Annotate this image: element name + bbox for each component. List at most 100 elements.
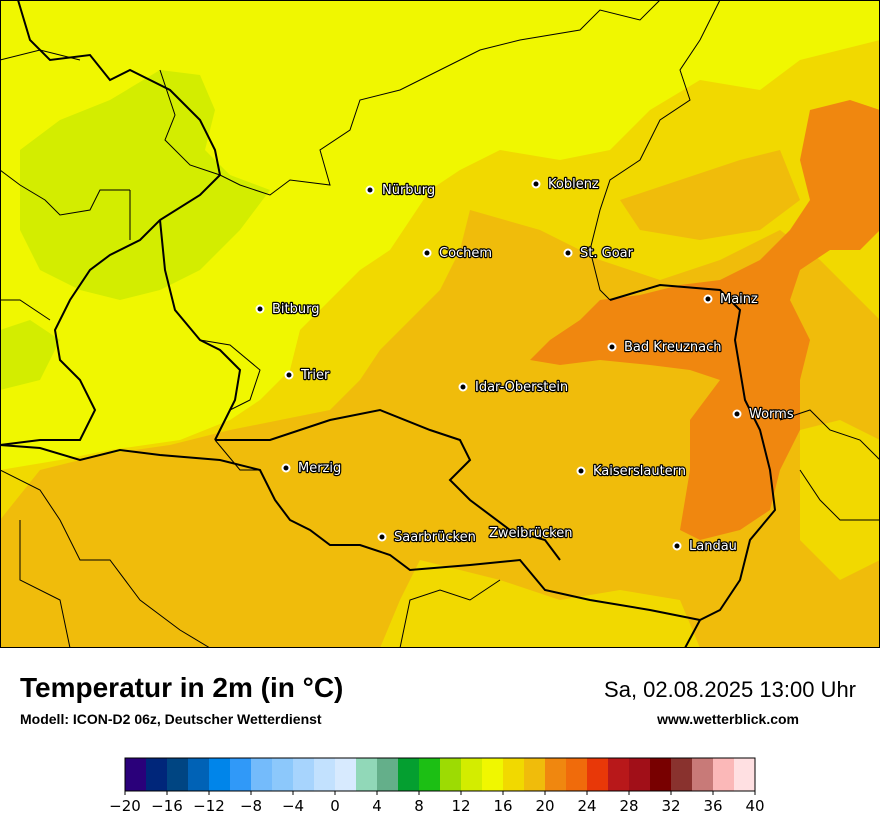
legend-swatch: [230, 758, 252, 791]
legend-swatches: [124, 757, 756, 792]
city-nuerburg[interactable]: Nürburg: [365, 182, 436, 199]
legend-tick-label: −4: [282, 797, 304, 815]
city-label-koblenz: Koblenz: [548, 177, 599, 192]
city-dot-cochem: [422, 248, 432, 258]
city-dot-kaiserslautern: [576, 466, 586, 476]
forecast-datetime: Sa, 02.08.2025 13:00 Uhr: [604, 677, 856, 702]
legend-tick-label: 36: [703, 797, 722, 815]
legend-tick-label: 32: [661, 797, 680, 815]
city-bad-kreuznach[interactable]: Bad Kreuznach: [607, 339, 723, 356]
city-kaiserslautern[interactable]: Kaiserslautern: [576, 463, 687, 480]
temperature-field-14b: [420, 0, 600, 110]
city-dot-st-goar: [563, 248, 573, 258]
legend-swatch: [335, 758, 357, 791]
temperature-field-16-south: [380, 560, 700, 648]
city-worms[interactable]: Worms: [732, 406, 795, 423]
legend-swatch: [545, 758, 567, 791]
country-borders: [0, 0, 777, 648]
city-label-idar-oberstein: Idar-Oberstein: [475, 380, 568, 395]
legend-swatch: [734, 758, 756, 791]
city-koblenz[interactable]: Koblenz: [531, 176, 600, 193]
legend-tick-label: 16: [493, 797, 512, 815]
city-idar-oberstein[interactable]: Idar-Oberstein: [458, 379, 569, 396]
legend-swatch: [377, 758, 399, 791]
legend-swatch: [650, 758, 672, 791]
city-dot-saarbruecken: [377, 532, 387, 542]
legend-swatch: [251, 758, 273, 791]
legend-tick-label: 40: [745, 797, 764, 815]
temperature-field-18b: [620, 150, 800, 240]
map-title: Temperatur in 2m (in °C): [20, 672, 344, 703]
legend-swatch: [272, 758, 294, 791]
city-dot-bitburg: [255, 304, 265, 314]
legend-swatch: [566, 758, 588, 791]
website-link[interactable]: www.wetterblick.com: [657, 711, 799, 727]
city-label-cochem: Cochem: [439, 246, 492, 261]
city-label-mainz: Mainz: [720, 292, 758, 307]
legend-swatch: [587, 758, 609, 791]
city-dot-merzig: [281, 463, 291, 473]
city-landau[interactable]: Landau: [672, 538, 738, 555]
temperature-field-12: [20, 70, 270, 300]
city-st-goar[interactable]: St. Goar: [563, 245, 635, 262]
city-label-bad-kreuznach: Bad Kreuznach: [624, 340, 722, 355]
city-label-kaiserslautern: Kaiserslautern: [593, 464, 686, 479]
city-dot-worms: [732, 409, 742, 419]
city-dot-koblenz: [531, 179, 541, 189]
legend-swatch: [293, 758, 315, 791]
city-label-saarbruecken: Saarbrücken: [394, 530, 476, 545]
legend-swatch: [419, 758, 441, 791]
city-markers: Nürburg Koblenz Cochem St. Goar Bitburg Mainz…: [255, 176, 795, 555]
city-cochem[interactable]: Cochem: [422, 245, 493, 262]
city-dot-trier: [284, 370, 294, 380]
legend-tick-label: 12: [451, 797, 470, 815]
legend-swatch: [524, 758, 546, 791]
legend-swatch: [692, 758, 714, 791]
city-label-worms: Worms: [749, 407, 794, 422]
legend-tick-label: 24: [577, 797, 596, 815]
legend-swatch: [314, 758, 336, 791]
city-label-landau: Landau: [689, 539, 737, 554]
legend-tick-label: 4: [372, 797, 382, 815]
legend-ticks: −20 −16 −12 −8 −4 0 4 8 12 16 20 24 28 32 36 40: [109, 791, 765, 815]
temperature-field-22: [530, 100, 880, 540]
city-trier[interactable]: Trier: [284, 367, 331, 384]
legend-tick-label: 28: [619, 797, 638, 815]
legend-swatch: [398, 758, 420, 791]
legend-swatch: [209, 758, 231, 791]
district-borders: [0, 0, 880, 648]
legend-swatch: [440, 758, 462, 791]
color-legend: −20 −16 −12 −8 −4 0 4 8 12 16 20 24 28 32 36 40: [109, 757, 765, 815]
legend-swatch: [713, 758, 735, 791]
legend-swatch: [125, 758, 147, 791]
legend-swatch: [671, 758, 693, 791]
city-dot-nuerburg: [365, 185, 375, 195]
legend-frame: [124, 757, 756, 792]
city-zweibruecken[interactable]: Zweibrücken: [488, 525, 574, 542]
legend-swatch: [146, 758, 168, 791]
city-dot-mainz: [703, 294, 713, 304]
legend-tick-label: −16: [151, 797, 183, 815]
city-dot-idar-oberstein: [458, 382, 468, 392]
city-dot-bad-kreuznach: [607, 342, 617, 352]
legend-tick-label: −20: [109, 797, 141, 815]
city-mainz[interactable]: Mainz: [703, 291, 759, 308]
city-label-zweibruecken: Zweibrücken: [489, 526, 572, 541]
legend-tick-label: 20: [535, 797, 554, 815]
legend-tick-label: −8: [240, 797, 262, 815]
legend-swatch: [629, 758, 651, 791]
city-saarbruecken[interactable]: Saarbrücken: [377, 529, 477, 546]
city-merzig[interactable]: Merzig: [281, 460, 342, 477]
temperature-map[interactable]: Nürburg Koblenz Cochem St. Goar Bitburg Mainz…: [0, 0, 880, 648]
temperature-field-14: [0, 0, 880, 470]
city-label-st-goar: St. Goar: [580, 246, 634, 261]
legend-swatch: [356, 758, 378, 791]
temperature-field-16-east: [800, 420, 880, 580]
legend-swatch: [503, 758, 525, 791]
legend-tick-label: 0: [330, 797, 340, 815]
city-bitburg[interactable]: Bitburg: [255, 301, 321, 318]
legend-tick-label: −12: [193, 797, 225, 815]
temperature-field-12b: [0, 320, 60, 390]
legend-tick-label: 8: [414, 797, 424, 815]
legend-swatch: [188, 758, 210, 791]
